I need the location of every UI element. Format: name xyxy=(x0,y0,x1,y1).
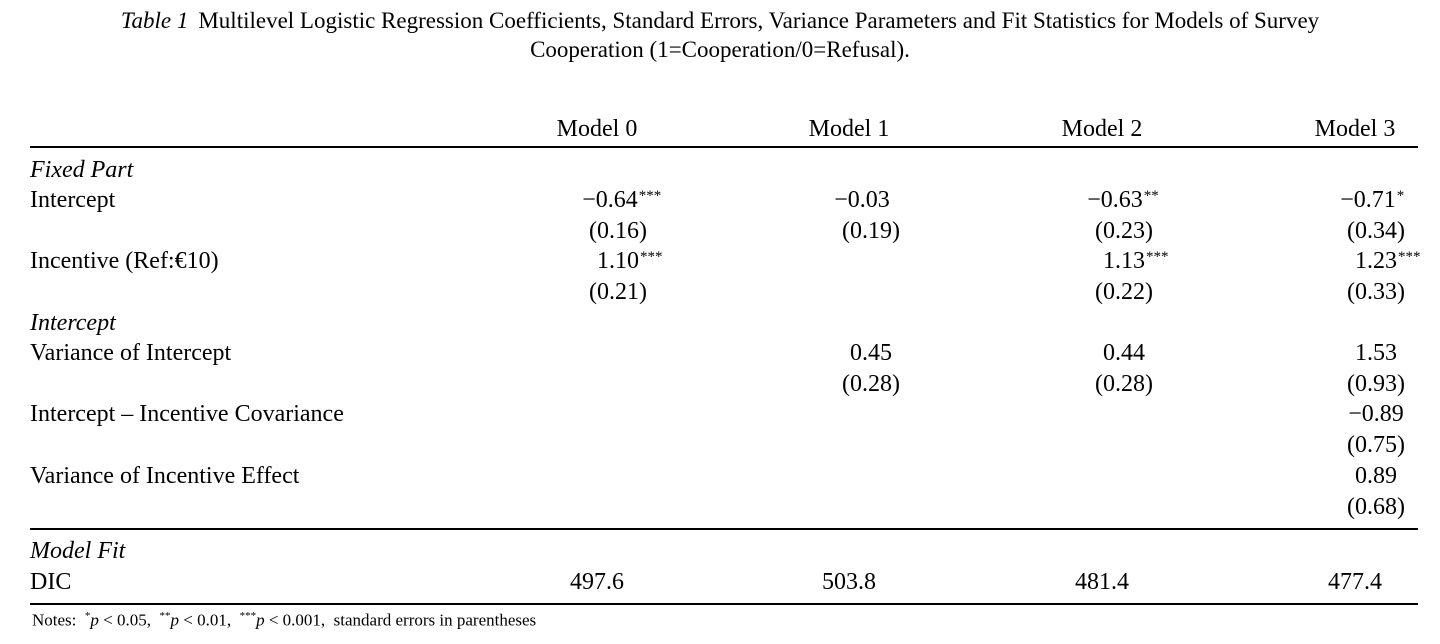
column-header-model-0: Model 0 xyxy=(556,116,638,142)
row-label-incentive: Incentive (Ref:€10) xyxy=(30,248,219,274)
table-cell: 497.6 xyxy=(570,569,624,595)
row-label-covariance: Intercept – Incentive Covariance xyxy=(30,401,344,427)
table-cell: 481.4 xyxy=(1075,569,1129,595)
table-cell: 503.8 xyxy=(822,569,876,595)
header-rule xyxy=(30,146,1418,148)
table-cell: −0.03 xyxy=(834,187,890,213)
column-header-model-3: Model 3 xyxy=(1314,116,1396,142)
section-model-fit: Model Fit xyxy=(30,538,126,564)
table-cell: −0.64 *** xyxy=(582,187,662,213)
table-cell-se: (0.93) xyxy=(1347,371,1405,397)
caption-text-line-2: Cooperation (1=Cooperation/0=Refusal). xyxy=(530,37,910,62)
table-cell: 1.13 *** xyxy=(1103,248,1169,274)
table-cell-se: (0.68) xyxy=(1347,494,1405,520)
table-cell: 0.44 xyxy=(1103,340,1145,366)
column-header-model-2: Model 2 xyxy=(1061,116,1143,142)
table-cell: 477.4 xyxy=(1328,569,1382,595)
table-caption: Table 1 Multilevel Logistic Regression Co… xyxy=(40,6,1400,64)
table-cell: −0.71 * xyxy=(1340,187,1405,213)
table-cell-se: (0.23) xyxy=(1095,218,1153,244)
table-cell: 1.53 xyxy=(1355,340,1397,366)
table-cell-se: (0.75) xyxy=(1347,432,1405,458)
section-intercept: Intercept xyxy=(30,310,116,336)
row-label-variance-intercept: Variance of Intercept xyxy=(30,340,232,366)
table-cell-se: (0.21) xyxy=(589,279,647,305)
row-label-intercept: Intercept xyxy=(30,187,116,213)
table-cell: 0.89 xyxy=(1355,463,1397,489)
table-cell-se: (0.28) xyxy=(842,371,900,397)
table-cell-se: (0.19) xyxy=(842,218,900,244)
table-cell-se: (0.28) xyxy=(1095,371,1153,397)
table-cell: −0.63 ** xyxy=(1087,187,1159,213)
table-cell: 0.45 xyxy=(850,340,892,366)
table-cell-se: (0.33) xyxy=(1347,279,1405,305)
section-rule xyxy=(30,528,1418,530)
table-cell-se: (0.22) xyxy=(1095,279,1153,305)
column-header-model-1: Model 1 xyxy=(808,116,890,142)
table-label: Table 1 xyxy=(120,8,189,33)
table-cell-se: (0.16) xyxy=(589,218,647,244)
bottom-rule xyxy=(30,603,1418,605)
row-label-dic: DIC xyxy=(30,569,72,595)
table-cell: 1.10 *** xyxy=(597,248,663,274)
table-cell-se: (0.34) xyxy=(1347,218,1405,244)
row-label-variance-incentive: Variance of Incentive Effect xyxy=(30,463,300,489)
table-cell: 1.23 *** xyxy=(1355,248,1421,274)
caption-text: Multilevel Logistic Regression Coefficie… xyxy=(198,8,1320,33)
table-notes: Notes: *p < 0.05, **p < 0.01, ***p < 0.0… xyxy=(32,610,537,630)
table-cell: −0.89 xyxy=(1348,401,1404,427)
section-fixed-part: Fixed Part xyxy=(30,157,134,183)
